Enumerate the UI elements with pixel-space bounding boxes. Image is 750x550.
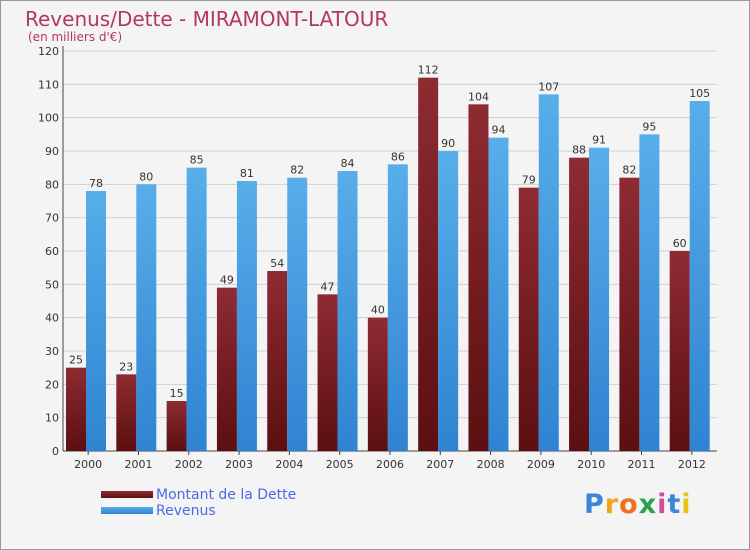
logo-letter: o <box>619 489 639 520</box>
x-tick-label-2005: 2005 <box>326 458 354 471</box>
data-label-revenue-2011: 95 <box>642 120 656 133</box>
bar-debt-2005 <box>317 294 338 451</box>
bar-revenue-2001 <box>136 184 157 452</box>
data-label-debt-2012: 60 <box>673 237 687 250</box>
y-tick-label: 90 <box>45 145 59 158</box>
data-label-revenue-2004: 82 <box>290 164 304 177</box>
data-label-revenue-2008: 94 <box>491 124 505 137</box>
x-tick-label-2004: 2004 <box>275 458 303 471</box>
data-label-debt-2008: 104 <box>468 90 489 103</box>
data-label-debt-2000: 25 <box>69 354 83 367</box>
bar-revenue-2011 <box>639 134 660 452</box>
y-tick-label: 20 <box>45 378 59 391</box>
y-tick-label: 30 <box>45 345 59 358</box>
bar-debt-2008 <box>468 104 489 451</box>
y-tick-label: 80 <box>45 178 59 191</box>
logo-letter: r <box>604 489 620 520</box>
logo-letter: t <box>667 489 682 520</box>
bar-revenue-2012 <box>689 101 710 451</box>
x-tick-label-2011: 2011 <box>628 458 656 471</box>
bar-revenue-2000 <box>86 191 106 451</box>
bar-revenue-2010 <box>589 147 610 451</box>
bar-revenue-2006 <box>387 164 408 452</box>
y-tick-label: 110 <box>38 78 59 91</box>
data-label-revenue-2012: 105 <box>689 87 710 100</box>
bar-debt-2007 <box>418 77 439 452</box>
data-label-revenue-2010: 91 <box>592 134 606 147</box>
y-tick-label: 50 <box>45 278 59 291</box>
y-tick-label: 0 <box>52 445 59 458</box>
legend-label-debt: Montant de la Dette <box>156 487 297 503</box>
bar-debt-2004 <box>267 271 288 451</box>
data-label-debt-2010: 88 <box>572 144 586 157</box>
bar-debt-2012 <box>669 251 690 451</box>
data-label-debt-2006: 40 <box>371 304 385 317</box>
legend-swatch-debt <box>101 491 153 498</box>
bar-debt-2000 <box>66 367 86 451</box>
chart-subtitle: (en milliers d'€) <box>28 30 123 44</box>
logo-letter: i <box>657 489 668 520</box>
proxiti-logo: Proxiti <box>584 489 692 520</box>
data-label-debt-2002: 15 <box>170 387 184 400</box>
y-tick-label: 70 <box>45 212 59 225</box>
data-label-debt-2011: 82 <box>622 164 636 177</box>
data-label-debt-2004: 54 <box>270 257 284 270</box>
bar-revenue-2004 <box>287 177 308 451</box>
bar-revenue-2005 <box>337 171 358 451</box>
y-tick-label: 10 <box>45 412 59 425</box>
y-tick-label: 120 <box>38 45 59 58</box>
data-label-revenue-2007: 90 <box>441 137 455 150</box>
chart-legend: Montant de la Dette Revenus <box>101 487 361 521</box>
data-label-revenue-2002: 85 <box>190 154 204 167</box>
bar-debt-2010 <box>569 157 590 451</box>
x-tick-label-2009: 2009 <box>527 458 555 471</box>
data-label-debt-2007: 112 <box>418 64 439 77</box>
legend-swatch-revenue <box>101 507 153 514</box>
y-tick-label: 100 <box>38 112 59 125</box>
bar-debt-2009 <box>518 187 539 451</box>
logo-letter: i <box>681 489 692 520</box>
logo-letter: P <box>584 489 605 520</box>
bar-revenue-2008 <box>488 137 509 451</box>
data-label-debt-2009: 79 <box>522 174 536 187</box>
data-label-revenue-2000: 78 <box>89 177 103 190</box>
data-label-debt-2005: 47 <box>321 280 335 293</box>
bar-revenue-2003 <box>236 181 257 451</box>
data-label-revenue-2005: 84 <box>341 157 355 170</box>
bar-debt-2006 <box>367 317 388 451</box>
data-label-revenue-2003: 81 <box>240 167 254 180</box>
y-tick-label: 60 <box>45 245 59 258</box>
x-tick-label-2008: 2008 <box>477 458 505 471</box>
legend-item-debt: Montant de la Dette <box>101 487 361 503</box>
y-tick-label: 40 <box>45 312 59 325</box>
bar-revenue-2009 <box>538 94 559 451</box>
data-label-revenue-2006: 86 <box>391 150 405 163</box>
bar-revenue-2002 <box>186 167 207 451</box>
legend-item-revenue: Revenus <box>101 503 361 519</box>
data-label-debt-2001: 23 <box>119 360 133 373</box>
x-tick-label-2000: 2000 <box>74 458 102 471</box>
bar-debt-2011 <box>619 177 640 451</box>
x-tick-label-2002: 2002 <box>175 458 203 471</box>
data-label-debt-2003: 49 <box>220 274 234 287</box>
bar-debt-2001 <box>116 374 137 451</box>
legend-label-revenue: Revenus <box>156 503 216 519</box>
x-tick-label-2012: 2012 <box>678 458 706 471</box>
data-label-revenue-2001: 80 <box>139 170 153 183</box>
x-tick-label-2006: 2006 <box>376 458 404 471</box>
logo-letter: x <box>638 489 658 520</box>
x-tick-label-2010: 2010 <box>577 458 605 471</box>
bar-debt-2002 <box>166 401 187 451</box>
chart-title: Revenus/Dette - MIRAMONT-LATOUR <box>25 7 389 31</box>
bar-revenue-2007 <box>438 151 459 451</box>
x-tick-label-2007: 2007 <box>426 458 454 471</box>
x-tick-label-2003: 2003 <box>225 458 253 471</box>
x-tick-label-2001: 2001 <box>124 458 152 471</box>
data-label-revenue-2009: 107 <box>538 80 559 93</box>
bar-debt-2003 <box>216 287 237 451</box>
